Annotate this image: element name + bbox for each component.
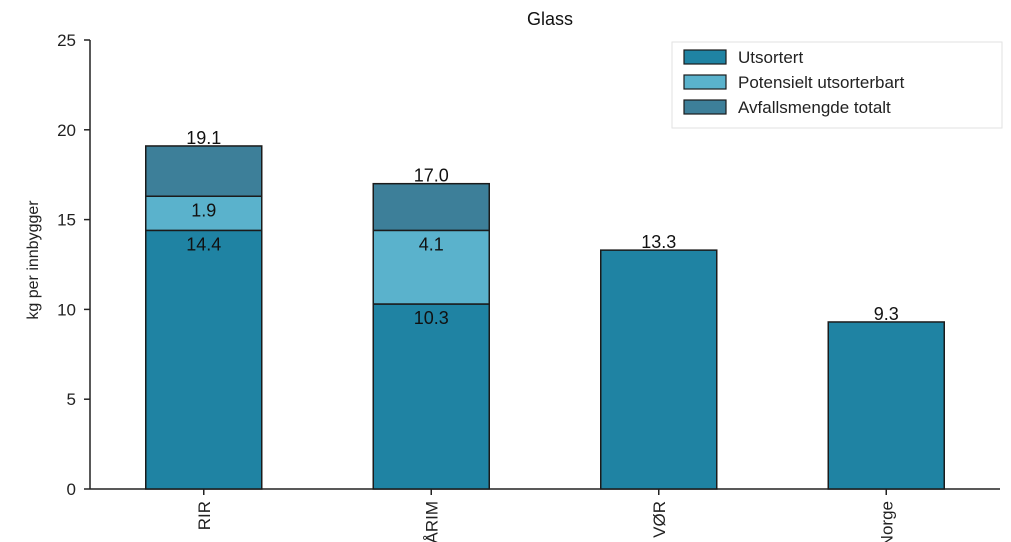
legend-swatch: [683, 74, 727, 90]
category-label: ÅRIM: [422, 501, 441, 542]
y-tick-label: 0: [67, 480, 76, 499]
bar-segment: [145, 229, 263, 490]
y-tick-label: 5: [67, 390, 76, 409]
legend-label: Potensielt utsorterbart: [738, 73, 905, 92]
legend: Utsortert Potensielt utsorterbart Avfallsm…: [671, 41, 1003, 129]
plot-area: 0 5 10 15 20 25 14.4 1.9 19.1 RIR 10.3 4.1 17.0 ÅRIM 1…: [57, 31, 1000, 542]
bar-segment: [145, 145, 263, 198]
data-label: 10.3: [414, 308, 449, 328]
bar-segment: [827, 321, 945, 490]
bar-segment: [372, 182, 490, 232]
bar-segment: [600, 249, 718, 490]
total-label: 13.3: [641, 232, 676, 252]
chart-title: Glass: [527, 9, 573, 29]
y-tick-label: 20: [57, 121, 76, 140]
category-label: VØR: [650, 501, 669, 538]
data-label: 4.1: [419, 234, 444, 254]
bar-segment: [145, 195, 263, 232]
y-tick-label: 10: [57, 300, 76, 319]
category-label: Norge: [877, 501, 896, 542]
legend-swatch: [683, 99, 727, 115]
y-tick-label: 25: [57, 31, 76, 50]
category-label: RIR: [195, 501, 214, 530]
legend-label: Avfallsmengde totalt: [738, 98, 891, 117]
total-label: 9.3: [874, 304, 899, 324]
data-label: 1.9: [191, 200, 216, 220]
y-tick-label: 15: [57, 211, 76, 230]
total-label: 19.1: [186, 128, 221, 148]
legend-box: [671, 41, 1003, 129]
legend-swatch: [683, 49, 727, 65]
y-axis-label: kg per innbygger: [25, 200, 42, 320]
bar-segment: [372, 303, 490, 490]
bar-segment: [372, 229, 490, 305]
legend-label: Utsortert: [738, 48, 803, 67]
data-label: 14.4: [186, 234, 221, 254]
total-label: 17.0: [414, 166, 449, 186]
